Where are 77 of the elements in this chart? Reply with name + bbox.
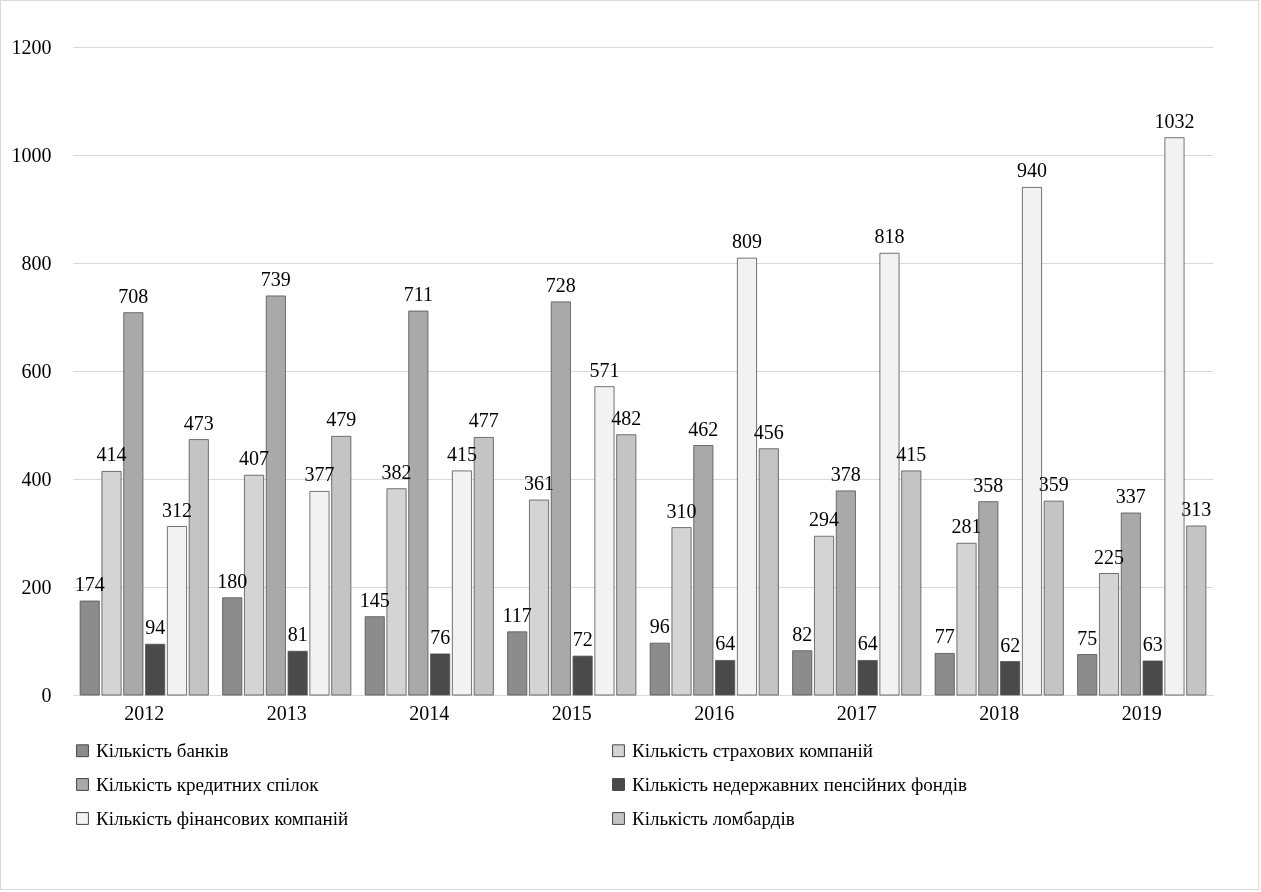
data-label: 407 (239, 447, 270, 470)
data-label: 415 (896, 442, 927, 465)
data-label: 462 (688, 417, 719, 440)
bar (166, 526, 187, 696)
data-label: 940 (1016, 159, 1047, 182)
data-label: 708 (118, 284, 149, 307)
data-label: 312 (161, 498, 192, 521)
data-label: 72 (572, 628, 593, 651)
y-tick-label: 200 (21, 575, 52, 598)
data-label: 225 (1094, 545, 1125, 568)
bar (222, 597, 243, 696)
data-label: 82 (792, 622, 813, 645)
data-label: 482 (611, 406, 642, 429)
data-label: 473 (183, 411, 214, 434)
data-label: 337 (1115, 485, 1146, 508)
data-label: 415 (446, 442, 477, 465)
y-tick-label: 1000 (11, 143, 52, 166)
bar (507, 631, 528, 696)
legend-label: Кількість кредитних спілок (96, 773, 320, 795)
data-label: 809 (731, 230, 762, 253)
bar (792, 650, 813, 696)
bar (1043, 500, 1064, 696)
x-tick-label: 2013 (266, 701, 307, 724)
data-label: 414 (96, 443, 127, 466)
x-tick-label: 2015 (551, 701, 592, 724)
data-label: 728 (545, 273, 576, 296)
legend-label: Кількість фінансових компаній (96, 807, 349, 829)
data-label: 81 (287, 623, 308, 646)
data-label: 96 (649, 615, 670, 638)
data-label: 571 (589, 358, 620, 381)
x-tick-label: 2012 (124, 701, 165, 724)
bar (1077, 654, 1098, 696)
y-tick-label: 800 (21, 251, 52, 274)
data-label: 361 (524, 472, 555, 495)
data-label: 294 (809, 508, 840, 531)
data-label: 477 (468, 409, 499, 432)
y-tick-label: 0 (41, 683, 52, 706)
data-label: 739 (260, 267, 291, 290)
data-label: 174 (74, 573, 105, 596)
data-label: 117 (502, 603, 532, 626)
data-label: 382 (381, 460, 412, 483)
data-label: 1032 (1154, 109, 1195, 132)
bar (758, 448, 779, 696)
x-tick-label: 2014 (409, 701, 450, 724)
bar (451, 470, 472, 696)
data-label: 378 (830, 462, 861, 485)
x-tick-label: 2018 (979, 701, 1020, 724)
data-label: 76 (430, 625, 451, 648)
y-tick-label: 600 (21, 359, 52, 382)
data-label: 145 (359, 588, 390, 611)
y-tick-label: 400 (21, 467, 52, 490)
data-label: 313 (1181, 497, 1212, 520)
data-label: 281 (951, 515, 982, 538)
data-label: 77 (934, 625, 955, 648)
data-label: 358 (973, 473, 1004, 496)
data-label: 63 (1142, 632, 1163, 655)
legend-label: Кількість страхових компаній (632, 739, 873, 761)
data-label: 711 (403, 283, 433, 306)
data-label: 479 (326, 408, 357, 431)
x-tick-label: 2019 (1121, 701, 1162, 724)
legend-label: Кількість ломбардів (632, 807, 795, 829)
data-label: 180 (217, 569, 248, 592)
x-tick-label: 2017 (836, 701, 877, 724)
data-label: 94 (145, 616, 166, 639)
data-label: 64 (715, 632, 736, 655)
legend-label: Кількість банків (96, 739, 229, 761)
data-label: 64 (857, 632, 878, 655)
data-label: 377 (304, 463, 335, 486)
data-label: 456 (753, 420, 784, 443)
data-label: 310 (666, 499, 697, 522)
y-tick-label: 1200 (11, 35, 52, 58)
data-label: 62 (1000, 633, 1021, 656)
legend-label: Кількість недержавних пенсійних фондів (632, 773, 967, 795)
data-label: 818 (874, 225, 905, 248)
data-label: 359 (1038, 473, 1069, 496)
x-tick-label: 2016 (694, 701, 735, 724)
data-label: 75 (1077, 626, 1098, 649)
